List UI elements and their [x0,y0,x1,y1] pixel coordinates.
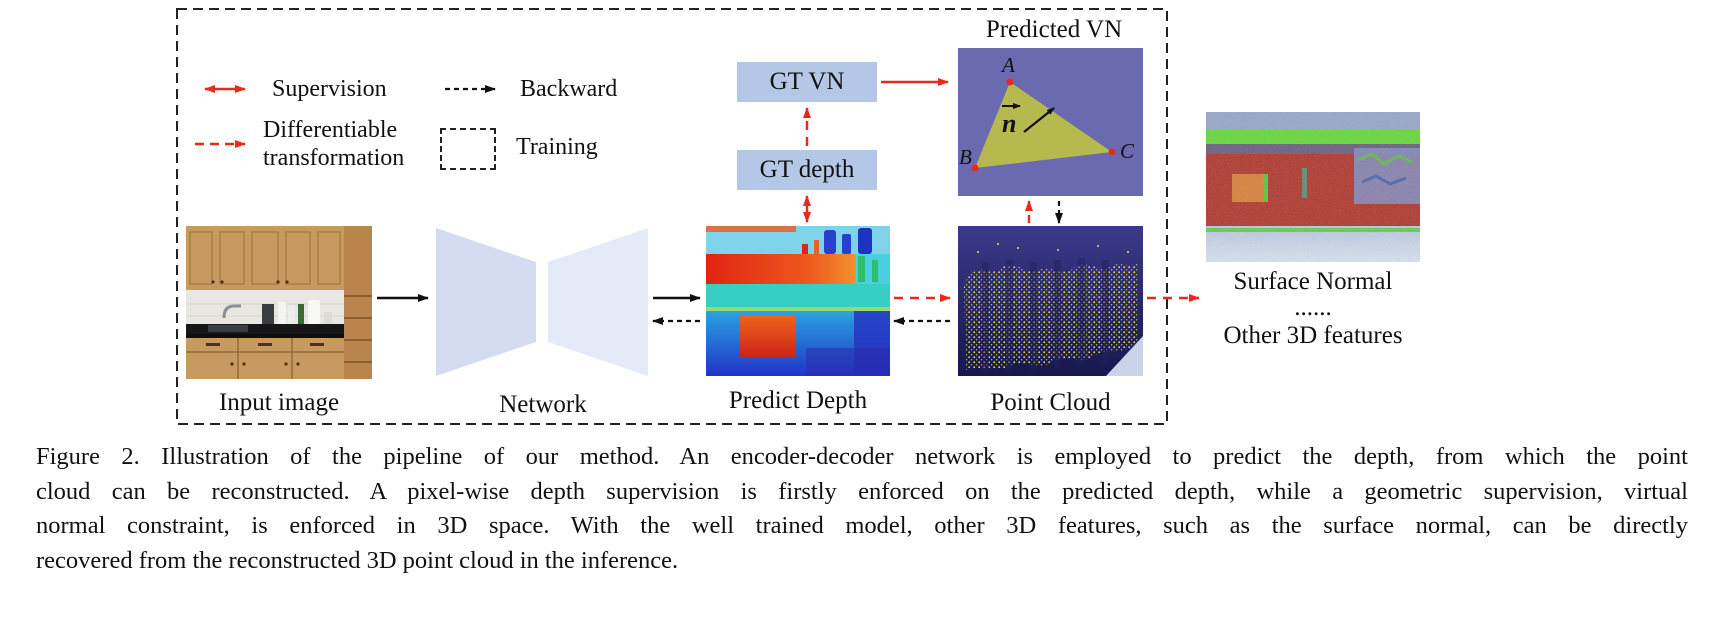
caption-line-2: cloud can be reconstructed. A pixel-wise… [36,477,1688,505]
predict-depth-image [706,226,890,381]
vertex-b-dot [971,164,979,172]
training-region-icon [440,128,496,170]
differentiable-label: Differentiable transformation [263,116,404,172]
caption-line-3: normal constraint, is enforced in 3D spa… [36,512,1688,539]
caption-line-1: Figure 2. Illustration of the pipeline o… [36,443,1688,470]
supervision-arrow-icon [193,82,257,96]
vertex-c-label: C [1120,139,1135,163]
surface-normal-label: Surface Normal [1233,268,1393,295]
figure-caption: Figure 2. Illustration of the pipeline o… [36,440,1688,578]
gt-vn-box: GT VN [737,62,877,102]
vertex-b-label: B [959,145,972,169]
noise-overlay [1206,112,1420,262]
point-cloud-image [958,226,1143,381]
input-image [186,226,372,384]
point-cloud-label: Point Cloud [990,389,1111,416]
vertex-a-dot [1006,78,1014,86]
vertex-a-label: A [1000,53,1015,77]
network-label: Network [499,391,587,418]
gt-vn-label: GT VN [769,68,845,95]
backward-label: Backward [520,76,618,102]
ellipsis-label: ...... [1294,294,1332,321]
predicted-vn-title: Predicted VN [985,16,1123,43]
predict-depth-label: Predict Depth [728,387,868,414]
backward-arrow-icon [443,82,507,96]
differentiable-label-line2: transformation [263,145,405,171]
differentiable-arrow-icon [193,137,257,151]
other-3d-features-label: Other 3D features [1223,322,1403,349]
network-diagram [436,226,650,383]
gt-depth-label: GT depth [759,156,855,183]
predicted-vn-image: A B C n [958,48,1143,201]
differentiable-label-line1: Differentiable [263,117,398,143]
caption-line-4: recovered from the reconstructed 3D poin… [36,546,679,574]
normal-vector-symbol: n [1002,109,1016,138]
decoder-trapezoid [548,228,648,376]
surface-normal-image [1206,112,1420,267]
supervision-label: Supervision [272,76,387,102]
training-label: Training [516,134,598,160]
encoder-trapezoid [436,228,536,376]
vertex-c-dot [1108,148,1116,156]
input-image-label: Input image [218,389,340,416]
gt-depth-box: GT depth [737,150,877,190]
